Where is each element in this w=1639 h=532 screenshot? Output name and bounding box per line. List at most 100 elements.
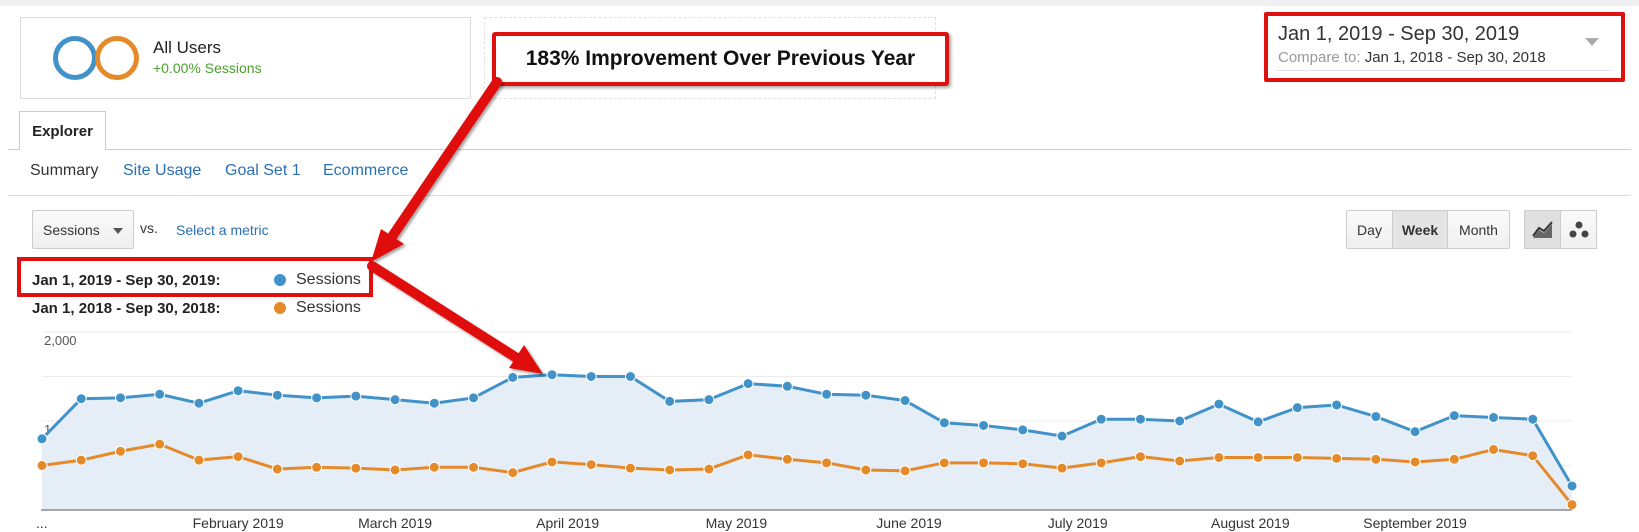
data-point-2018[interactable] — [311, 461, 323, 473]
data-point-2019[interactable] — [311, 392, 323, 404]
data-point-2018[interactable] — [664, 464, 676, 476]
subtab-goal-set-1[interactable]: Goal Set 1 — [225, 162, 301, 179]
data-point-2019[interactable] — [781, 380, 793, 392]
data-point-2019[interactable] — [154, 388, 166, 400]
data-point-2019[interactable] — [860, 389, 872, 401]
data-point-2018[interactable] — [860, 464, 872, 476]
data-point-2018[interactable] — [1056, 462, 1068, 474]
data-point-2018[interactable] — [1174, 455, 1186, 467]
compare-label: Compare to: — [1278, 49, 1361, 66]
data-point-2018[interactable] — [1488, 443, 1500, 455]
data-point-2018[interactable] — [507, 467, 519, 479]
data-point-2019[interactable] — [232, 385, 244, 397]
day-button[interactable]: Day — [1346, 210, 1393, 249]
data-point-2019[interactable] — [742, 378, 754, 390]
data-point-2019[interactable] — [1370, 411, 1382, 423]
data-point-2019[interactable] — [978, 419, 990, 431]
data-point-2019[interactable] — [938, 417, 950, 429]
segment-card[interactable]: All Users +0.00% Sessions — [20, 17, 471, 99]
data-point-2019[interactable] — [1134, 413, 1146, 425]
data-point-2019[interactable] — [664, 395, 676, 407]
tab-explorer[interactable]: Explorer — [19, 111, 106, 150]
data-point-2018[interactable] — [899, 465, 911, 477]
data-point-2019[interactable] — [703, 394, 715, 406]
data-point-2018[interactable] — [1331, 452, 1343, 464]
subtab-ecommerce[interactable]: Ecommerce — [323, 162, 409, 179]
x-tick-label: April 2019 — [536, 515, 599, 531]
data-point-2018[interactable] — [742, 449, 754, 461]
data-point-2018[interactable] — [193, 454, 205, 466]
data-point-2019[interactable] — [193, 397, 205, 409]
data-point-2019[interactable] — [899, 395, 911, 407]
data-point-2018[interactable] — [468, 461, 480, 473]
chart-mode-toggle — [1524, 210, 1597, 249]
data-point-2019[interactable] — [389, 394, 401, 406]
chevron-down-icon[interactable] — [1585, 38, 1599, 46]
data-point-2018[interactable] — [978, 457, 990, 469]
data-point-2019[interactable] — [1409, 426, 1421, 438]
month-button[interactable]: Month — [1447, 210, 1510, 249]
data-point-2019[interactable] — [1252, 416, 1264, 428]
data-point-2018[interactable] — [585, 459, 597, 471]
data-point-2019[interactable] — [1174, 415, 1186, 427]
data-point-2018[interactable] — [154, 438, 166, 450]
data-point-2019[interactable] — [350, 390, 362, 402]
data-point-2019[interactable] — [585, 371, 597, 382]
subtab-site-usage[interactable]: Site Usage — [123, 162, 202, 179]
data-point-2019[interactable] — [546, 369, 558, 381]
data-point-2018[interactable] — [271, 463, 283, 475]
data-point-2019[interactable] — [1448, 410, 1460, 422]
data-point-2019[interactable] — [1331, 399, 1343, 411]
data-point-2018[interactable] — [703, 463, 715, 475]
data-point-2018[interactable] — [1370, 453, 1382, 465]
data-point-2018[interactable] — [1252, 451, 1264, 463]
week-button[interactable]: Week — [1392, 210, 1448, 249]
date-range-picker[interactable]: Jan 1, 2019 - Sep 30, 2019 Compare to: J… — [1264, 12, 1625, 82]
data-point-2019[interactable] — [1291, 402, 1303, 414]
data-point-2018[interactable] — [821, 457, 833, 469]
data-point-2019[interactable] — [1056, 430, 1068, 442]
data-point-2018[interactable] — [114, 445, 126, 457]
data-point-2018[interactable] — [1291, 451, 1303, 463]
data-point-2019[interactable] — [36, 433, 48, 445]
subtab-summary[interactable]: Summary — [30, 162, 99, 179]
data-point-2019[interactable] — [271, 389, 283, 401]
data-point-2018[interactable] — [1527, 450, 1539, 462]
data-point-2019[interactable] — [75, 393, 87, 405]
data-point-2019[interactable] — [821, 388, 833, 400]
data-point-2019[interactable] — [114, 392, 126, 404]
data-point-2018[interactable] — [36, 460, 48, 471]
data-point-2018[interactable] — [232, 451, 244, 463]
data-point-2018[interactable] — [1448, 453, 1460, 465]
data-point-2018[interactable] — [389, 464, 401, 476]
data-point-2019[interactable] — [468, 392, 480, 404]
select-metric-link[interactable]: Select a metric — [176, 222, 269, 238]
data-point-2018[interactable] — [1017, 458, 1029, 470]
data-point-2019[interactable] — [624, 371, 636, 382]
data-point-2018[interactable] — [350, 462, 362, 474]
data-point-2018[interactable] — [1095, 457, 1107, 469]
data-point-2019[interactable] — [1213, 398, 1225, 410]
data-point-2018[interactable] — [428, 461, 440, 473]
data-point-2019[interactable] — [1566, 480, 1578, 492]
data-point-2019[interactable] — [1017, 424, 1029, 436]
x-tick-label: May 2019 — [706, 515, 768, 531]
data-point-2018[interactable] — [624, 462, 636, 474]
metric-select[interactable]: Sessions — [32, 210, 134, 249]
data-point-2019[interactable] — [1488, 411, 1500, 423]
data-point-2019[interactable] — [507, 371, 519, 383]
data-point-2018[interactable] — [1566, 499, 1578, 511]
data-point-2018[interactable] — [1134, 451, 1146, 463]
data-point-2018[interactable] — [1213, 451, 1225, 463]
data-point-2018[interactable] — [546, 456, 558, 468]
data-point-2018[interactable] — [781, 453, 793, 465]
data-point-2019[interactable] — [1527, 413, 1539, 425]
data-point-2018[interactable] — [1409, 456, 1421, 468]
line-chart-button[interactable] — [1524, 210, 1561, 249]
data-point-2018[interactable] — [75, 454, 87, 466]
data-point-2018[interactable] — [938, 457, 950, 469]
data-point-2019[interactable] — [1095, 413, 1107, 425]
motion-chart-button[interactable] — [1560, 210, 1597, 249]
data-point-2019[interactable] — [428, 397, 440, 409]
